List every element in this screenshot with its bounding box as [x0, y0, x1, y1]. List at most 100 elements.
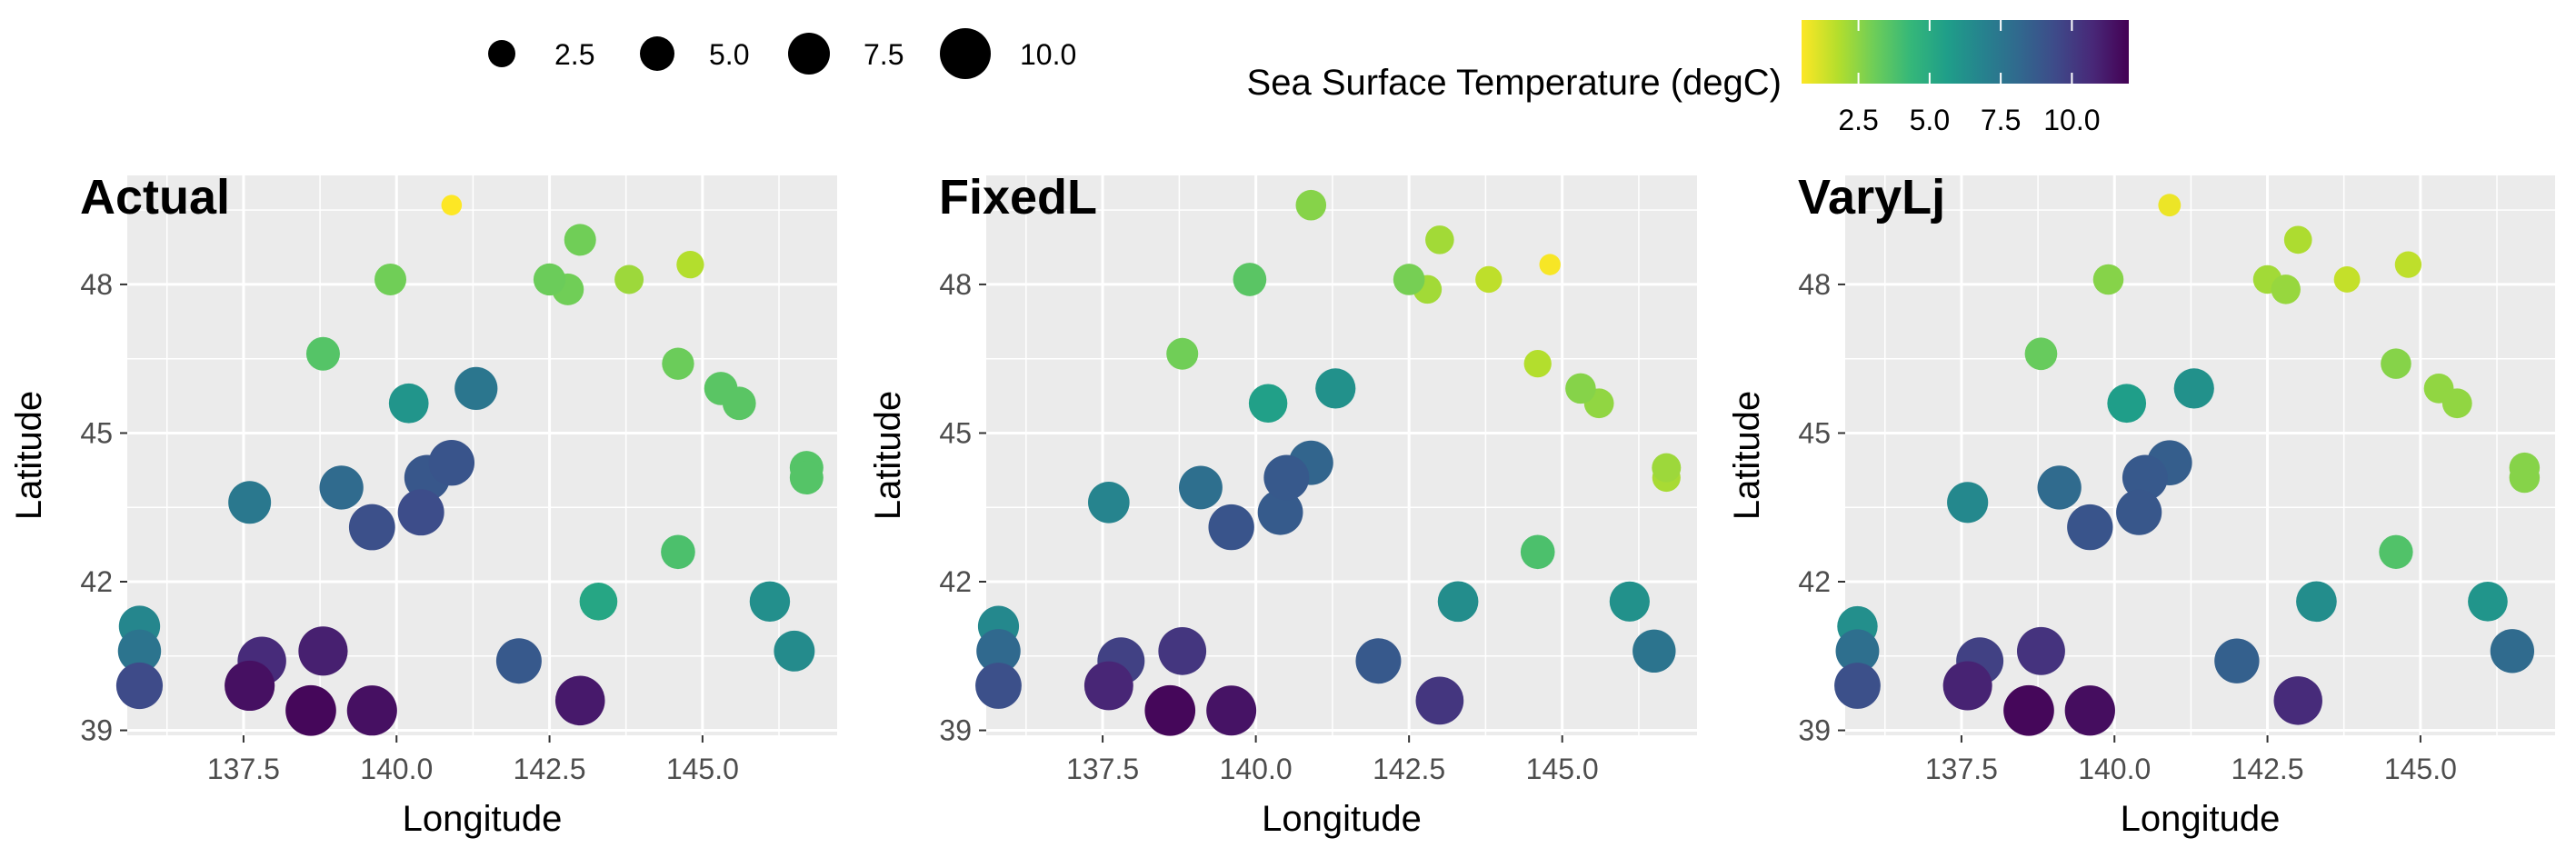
data-point	[1947, 482, 1989, 524]
panel-title: FixedL	[939, 170, 1097, 224]
panel-varylj: 137.5 140.0 142.5 145.0 39 42 45 48 VaryLj Longit…	[1727, 170, 2555, 839]
data-point	[1179, 465, 1223, 510]
y-tick-label: 48	[1798, 268, 1831, 301]
size-legend-label: 7.5	[864, 38, 904, 71]
data-point	[2214, 638, 2260, 683]
data-point	[2283, 225, 2312, 254]
y-tick-label: 45	[80, 416, 113, 449]
data-point	[2271, 274, 2301, 304]
data-point	[2092, 264, 2124, 295]
color-legend-label: 7.5	[1981, 104, 2021, 136]
data-point	[2067, 504, 2113, 551]
x-tick-label: 145.0	[666, 753, 739, 785]
data-point	[1083, 661, 1133, 711]
x-axis-title: Longitude	[403, 799, 563, 839]
data-point	[749, 581, 791, 623]
y-tick-label: 42	[1798, 565, 1831, 598]
data-point	[533, 263, 566, 296]
data-point	[117, 629, 162, 673]
data-point	[579, 582, 618, 621]
data-point	[2468, 581, 2508, 622]
data-point	[2107, 384, 2147, 424]
x-axis-title: Longitude	[1262, 799, 1422, 839]
data-point	[2509, 462, 2541, 494]
data-point	[1415, 676, 1464, 725]
data-point	[285, 684, 336, 736]
data-point	[2003, 684, 2054, 736]
data-point	[1475, 265, 1503, 294]
data-point	[1088, 481, 1130, 524]
data-point	[495, 638, 542, 684]
panel-background	[1845, 175, 2555, 735]
data-point	[554, 675, 605, 726]
x-tick-label: 142.5	[2232, 753, 2304, 785]
color-bar-ticks	[1857, 20, 2073, 84]
panel-title: Actual	[80, 170, 230, 224]
panel-background	[127, 175, 837, 735]
data-point	[1355, 638, 1402, 684]
y-tick-label: 39	[80, 714, 113, 747]
x-tick-label: 142.5	[1373, 753, 1445, 785]
data-point	[1158, 626, 1207, 675]
data-point	[1206, 685, 1257, 736]
y-tick-label: 42	[939, 565, 972, 598]
data-point	[1523, 350, 1552, 378]
data-point	[2024, 337, 2058, 371]
data-point	[774, 630, 815, 672]
data-point	[2333, 266, 2361, 293]
data-point	[1437, 581, 1479, 623]
data-point	[1520, 534, 1555, 570]
y-tick-label: 48	[80, 268, 113, 301]
y-tick-label: 45	[939, 416, 972, 449]
data-point	[319, 465, 364, 510]
size-legend-label: 5.0	[709, 38, 749, 71]
panel-actual: 137.5 140.0 142.5 145.0 39 42 45 48 Actual Longit…	[9, 170, 837, 839]
data-point	[1425, 225, 1454, 254]
x-tick-label: 140.0	[360, 753, 433, 785]
size-legend: 2.5 5.0 7.5 10.0	[488, 28, 1076, 79]
y-tick-label: 45	[1798, 416, 1831, 449]
data-point	[1263, 454, 1310, 501]
data-point	[1609, 581, 1650, 622]
facet-panels: 137.5 140.0 142.5 145.0 39 42 45 48 Actual Longit…	[9, 170, 2555, 839]
color-legend-label: 10.0	[2043, 104, 2100, 136]
data-point	[388, 383, 429, 424]
data-point	[428, 439, 475, 486]
data-point	[115, 662, 164, 710]
panel-title: VaryLj	[1798, 170, 1945, 224]
x-tick-label: 137.5	[1066, 753, 1139, 785]
data-point	[2381, 348, 2411, 379]
data-point	[722, 386, 756, 421]
data-point	[1835, 629, 1880, 673]
y-tick-label: 48	[939, 268, 972, 301]
data-point	[975, 663, 1022, 709]
color-legend-label: 2.5	[1838, 104, 1878, 136]
x-tick-label: 140.0	[2078, 753, 2151, 785]
x-axis-title: Longitude	[2121, 799, 2281, 839]
y-tick-label: 39	[1798, 714, 1831, 747]
data-point	[614, 264, 644, 294]
y-axis-title: Latitude	[868, 391, 908, 520]
data-point	[2116, 489, 2162, 535]
x-tick-label: 140.0	[1220, 753, 1293, 785]
data-point	[2158, 194, 2182, 217]
size-legend-key	[488, 40, 515, 67]
data-point	[2064, 685, 2115, 736]
x-tick-label: 137.5	[207, 753, 280, 785]
data-point	[374, 263, 407, 295]
data-point	[1166, 337, 1199, 370]
data-point	[1295, 189, 1327, 221]
data-point	[441, 195, 463, 215]
data-point	[1248, 384, 1288, 423]
x-tick-label: 145.0	[2384, 753, 2457, 785]
data-point	[1393, 264, 1425, 295]
panel-fixedl: 137.5 140.0 142.5 145.0 39 42 45 48 FixedL Longit…	[868, 170, 1697, 839]
data-point	[1834, 663, 1881, 709]
data-point	[346, 685, 397, 736]
data-point	[1233, 263, 1267, 296]
data-point	[1565, 373, 1596, 404]
data-point	[2394, 251, 2422, 278]
color-bar	[1802, 20, 2129, 84]
data-point	[2173, 368, 2214, 409]
